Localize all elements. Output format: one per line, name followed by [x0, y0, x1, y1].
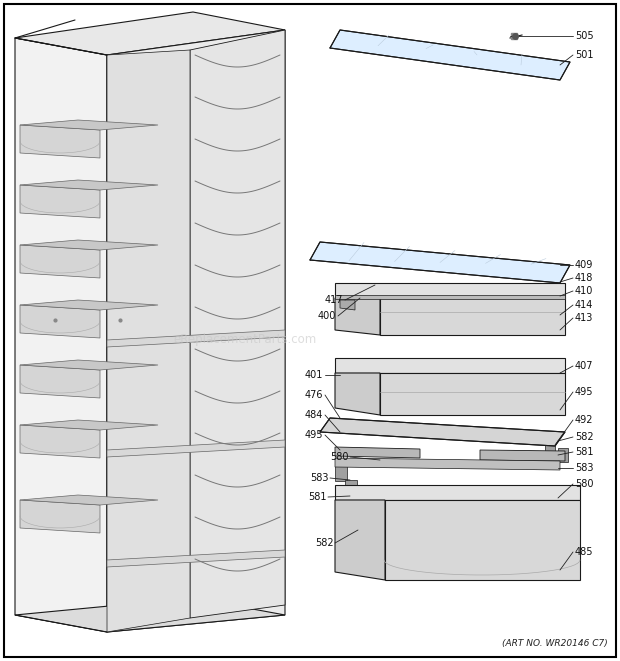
- Polygon shape: [20, 180, 158, 190]
- Polygon shape: [20, 125, 100, 158]
- Polygon shape: [20, 300, 158, 310]
- Polygon shape: [20, 305, 100, 338]
- Polygon shape: [20, 495, 158, 505]
- Text: 580: 580: [330, 452, 348, 462]
- Text: 401: 401: [305, 370, 324, 380]
- Text: 414: 414: [575, 300, 593, 310]
- Polygon shape: [190, 30, 285, 618]
- Polygon shape: [335, 458, 560, 470]
- Polygon shape: [107, 330, 285, 347]
- Polygon shape: [15, 12, 285, 55]
- Text: 582: 582: [575, 432, 593, 442]
- Bar: [545, 440, 555, 454]
- Text: 485: 485: [575, 547, 593, 557]
- Text: 476: 476: [305, 390, 324, 400]
- Polygon shape: [20, 185, 100, 218]
- Polygon shape: [335, 295, 565, 299]
- Polygon shape: [20, 360, 158, 370]
- Polygon shape: [15, 598, 285, 632]
- Text: 400: 400: [318, 311, 337, 321]
- Polygon shape: [107, 50, 190, 632]
- Text: 484: 484: [305, 410, 324, 420]
- Polygon shape: [330, 30, 570, 80]
- Polygon shape: [480, 450, 565, 461]
- Bar: [345, 480, 357, 495]
- Text: 582: 582: [315, 538, 334, 548]
- Text: 583: 583: [310, 473, 329, 483]
- Bar: [335, 466, 347, 481]
- Polygon shape: [385, 500, 580, 580]
- Polygon shape: [335, 500, 385, 580]
- Text: 495: 495: [305, 430, 324, 440]
- Polygon shape: [335, 358, 565, 373]
- Polygon shape: [107, 550, 285, 567]
- Polygon shape: [20, 425, 100, 458]
- Text: 492: 492: [575, 415, 593, 425]
- Bar: [368, 530, 378, 542]
- Text: 418: 418: [575, 273, 593, 283]
- Polygon shape: [20, 245, 100, 278]
- Text: 581: 581: [575, 447, 593, 457]
- Bar: [348, 495, 358, 507]
- Text: (ART NO. WR20146 C7): (ART NO. WR20146 C7): [502, 639, 608, 648]
- Polygon shape: [310, 242, 570, 283]
- Polygon shape: [335, 485, 580, 500]
- Polygon shape: [107, 440, 285, 457]
- Polygon shape: [340, 300, 355, 310]
- Polygon shape: [20, 365, 100, 398]
- Polygon shape: [20, 240, 158, 250]
- Text: 581: 581: [308, 492, 327, 502]
- Text: 580: 580: [575, 479, 593, 489]
- Text: 495: 495: [575, 387, 593, 397]
- Text: 501: 501: [575, 50, 593, 60]
- Bar: [358, 508, 368, 520]
- Polygon shape: [380, 298, 565, 335]
- Polygon shape: [335, 298, 380, 335]
- Polygon shape: [20, 120, 158, 130]
- Text: eReplacementParts.com: eReplacementParts.com: [174, 334, 317, 346]
- Text: 410: 410: [575, 286, 593, 296]
- Bar: [558, 448, 568, 462]
- Polygon shape: [107, 30, 285, 632]
- Text: 583: 583: [575, 463, 593, 473]
- Polygon shape: [15, 38, 107, 632]
- Polygon shape: [20, 500, 100, 533]
- Polygon shape: [335, 373, 380, 415]
- Text: 417: 417: [325, 295, 343, 305]
- Polygon shape: [335, 283, 565, 298]
- Polygon shape: [320, 418, 565, 446]
- Polygon shape: [335, 447, 420, 458]
- Text: 407: 407: [575, 361, 593, 371]
- Text: 505: 505: [575, 31, 593, 41]
- Polygon shape: [20, 420, 158, 430]
- Polygon shape: [380, 373, 565, 415]
- Text: 413: 413: [575, 313, 593, 323]
- Text: 409: 409: [575, 260, 593, 270]
